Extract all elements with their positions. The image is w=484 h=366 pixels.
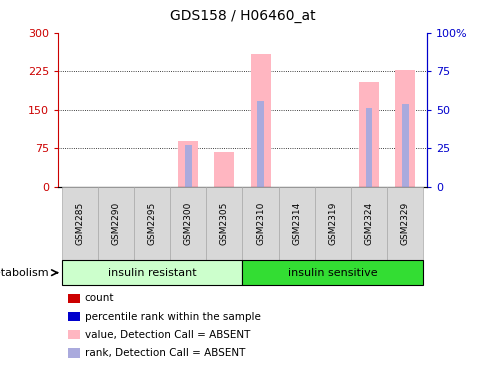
Text: insulin sensitive: insulin sensitive <box>287 268 377 278</box>
Text: GDS158 / H06460_at: GDS158 / H06460_at <box>169 10 315 23</box>
Bar <box>178 141 198 187</box>
Text: GSM2329: GSM2329 <box>400 202 409 245</box>
Text: GSM2324: GSM2324 <box>364 202 373 245</box>
Bar <box>184 145 191 187</box>
Text: GSM2295: GSM2295 <box>147 202 156 245</box>
Text: GSM2314: GSM2314 <box>291 202 301 245</box>
Text: GSM2290: GSM2290 <box>111 202 120 245</box>
Text: GSM2319: GSM2319 <box>328 202 337 245</box>
Bar <box>250 55 270 187</box>
Bar <box>214 152 234 187</box>
Text: count: count <box>85 293 114 303</box>
Text: rank, Detection Call = ABSENT: rank, Detection Call = ABSENT <box>85 348 245 358</box>
Text: metabolism: metabolism <box>0 268 48 278</box>
Text: GSM2285: GSM2285 <box>75 202 84 245</box>
Bar <box>401 104 408 187</box>
Text: insulin resistant: insulin resistant <box>107 268 196 278</box>
Bar <box>358 82 378 187</box>
Bar <box>365 108 372 187</box>
Text: GSM2305: GSM2305 <box>219 202 228 245</box>
Text: GSM2300: GSM2300 <box>183 202 193 245</box>
Text: percentile rank within the sample: percentile rank within the sample <box>85 311 260 322</box>
Bar <box>394 70 414 187</box>
Text: GSM2310: GSM2310 <box>256 202 265 245</box>
Bar <box>257 101 263 187</box>
Text: value, Detection Call = ABSENT: value, Detection Call = ABSENT <box>85 330 250 340</box>
